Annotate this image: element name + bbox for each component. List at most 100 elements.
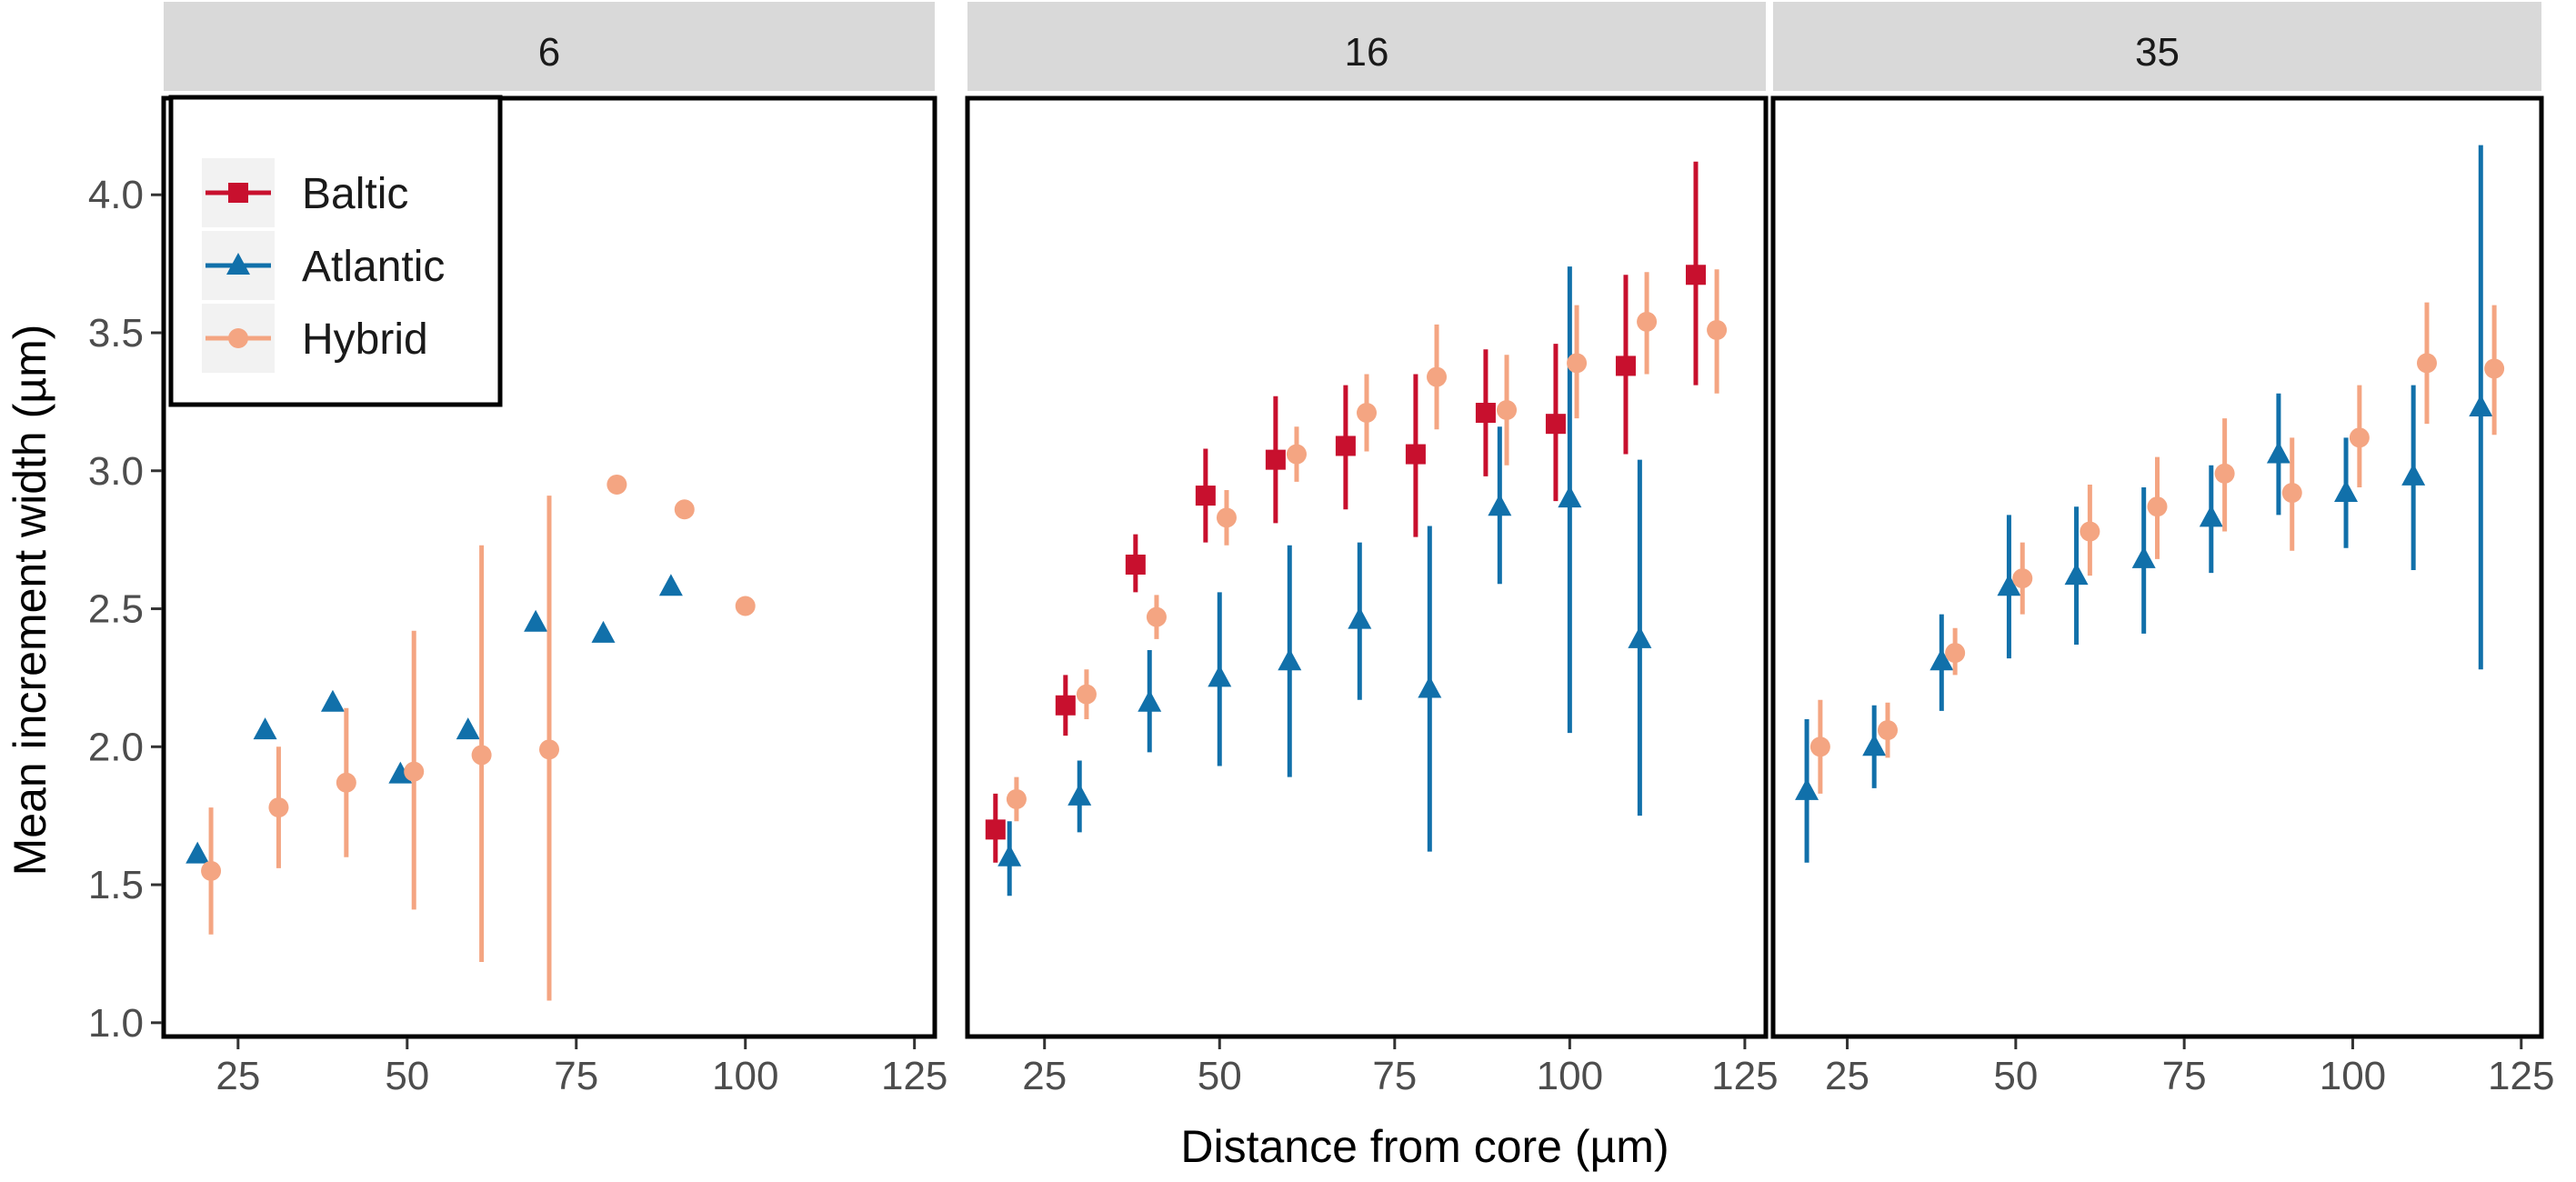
facet-panel-16: 16 25 50 75 100 125 [965,2,1779,1098]
data-point-hybrid [1216,507,1237,528]
data-point-atlantic [1929,648,1954,671]
series-atlantic [1795,145,2493,863]
facet-strip [1773,2,2541,91]
data-point-atlantic [2401,463,2426,486]
data-point-hybrid [1497,399,1518,420]
data-point-atlantic [2469,394,2493,416]
data-point-atlantic [1862,734,1887,756]
data-point-hybrid [1567,353,1588,374]
legend-marker-atlantic [226,253,250,275]
data-point-atlantic [2064,563,2089,586]
y-tick-label: 2.5 [88,587,144,632]
data-point-baltic [1055,695,1076,716]
data-point-atlantic [2199,505,2223,527]
legend-marker-baltic [228,183,248,203]
x-tick-label: 25 [1022,1054,1067,1098]
y-axis-title: Mean increment width (µm) [5,325,55,876]
data-point-hybrid [1945,643,1966,664]
data-point-atlantic [1138,689,1162,712]
data-point-atlantic [456,717,480,740]
y-tick-label: 3.0 [88,449,144,494]
x-axis-title: Distance from core (µm) [1180,1121,1669,1172]
legend-label-baltic: Baltic [302,170,408,218]
data-point-hybrid [539,739,559,760]
data-point-hybrid [471,745,492,766]
data-point-baltic [1195,486,1216,506]
x-tick-label: 100 [2320,1054,2386,1098]
data-point-baltic [1405,444,1426,465]
y-tick-label: 1.0 [88,1001,144,1046]
data-point-atlantic [1348,606,1372,629]
facet-strip-label: 35 [2135,30,2180,75]
data-point-hybrid [1286,444,1307,465]
data-point-atlantic [1628,626,1652,648]
x-tick-label: 125 [2488,1054,2554,1098]
data-point-atlantic [1488,494,1512,516]
data-point-hybrid [674,499,695,520]
data-point-hybrid [2012,568,2033,589]
y-tick-label: 3.5 [88,311,144,356]
data-point-atlantic [1067,783,1092,806]
data-point-baltic [1685,265,1706,285]
x-tick-label: 25 [1825,1054,1869,1098]
data-point-baltic [1335,436,1356,456]
data-point-hybrid [1707,319,1728,340]
data-point-hybrid [404,761,425,782]
y-tick-label: 1.5 [88,863,144,907]
data-point-atlantic [591,620,616,643]
data-point-hybrid [606,474,627,495]
x-tick-label: 50 [1198,1054,1242,1098]
x-tick-label: 75 [554,1054,598,1098]
series-hybrid [201,474,756,1001]
data-point-hybrid [2484,358,2505,379]
legend-label-hybrid: Hybrid [302,316,428,364]
panel-frame [965,95,1769,1039]
facet-strip [967,2,1766,91]
data-point-baltic [1545,414,1566,435]
data-point-hybrid [1637,311,1658,332]
y-tick-label: 2.0 [88,725,144,769]
series-hybrid [1809,302,2505,794]
x-tick-label: 25 [216,1054,260,1098]
x-tick-label: 75 [2162,1054,2207,1098]
data-point-atlantic [524,609,548,632]
data-point-hybrid [268,797,289,818]
facet-strip [164,2,935,91]
facet-strip-label: 6 [538,30,560,75]
x-tick-label: 125 [1711,1054,1778,1098]
x-tick-label: 125 [881,1054,947,1098]
panel-frame [1770,95,2544,1039]
data-point-atlantic [2131,546,2156,568]
data-point-hybrid [735,596,756,616]
data-point-hybrid [201,860,222,881]
data-point-atlantic [1418,676,1442,698]
data-point-hybrid [2214,463,2235,484]
data-point-atlantic [1558,486,1582,508]
series-baltic [985,161,1706,863]
facet-strip-label: 16 [1345,30,1389,75]
data-point-hybrid [1146,606,1167,627]
x-tick-label: 50 [385,1054,429,1098]
x-tick-label: 50 [1993,1054,2038,1098]
data-point-atlantic [1997,574,2021,596]
x-tick-label: 100 [712,1054,778,1098]
data-point-hybrid [2281,483,2302,504]
data-point-atlantic [2334,480,2359,503]
data-point-atlantic [320,689,345,712]
data-point-hybrid [2147,496,2168,517]
data-point-hybrid [1357,403,1377,424]
x-tick-label: 75 [1372,1054,1417,1098]
data-point-baltic [1125,554,1146,575]
panels-layer: 6 25 50 75 100 125 1.0 1.5 2.0 2.5 3.0 3.5 4.0 16 25 50… [88,2,2554,1098]
series-atlantic [185,574,683,864]
series-atlantic [997,266,1652,897]
data-point-hybrid [336,772,356,793]
data-point-atlantic [2266,441,2290,464]
data-point-baltic [1265,449,1286,470]
data-point-hybrid [1427,366,1448,387]
data-point-atlantic [185,841,210,864]
data-point-baltic [1615,356,1636,376]
legend-marker-hybrid [228,328,248,348]
data-point-hybrid [1878,720,1899,741]
facet-panel-35: 35 25 50 75 100 125 [1770,2,2554,1098]
